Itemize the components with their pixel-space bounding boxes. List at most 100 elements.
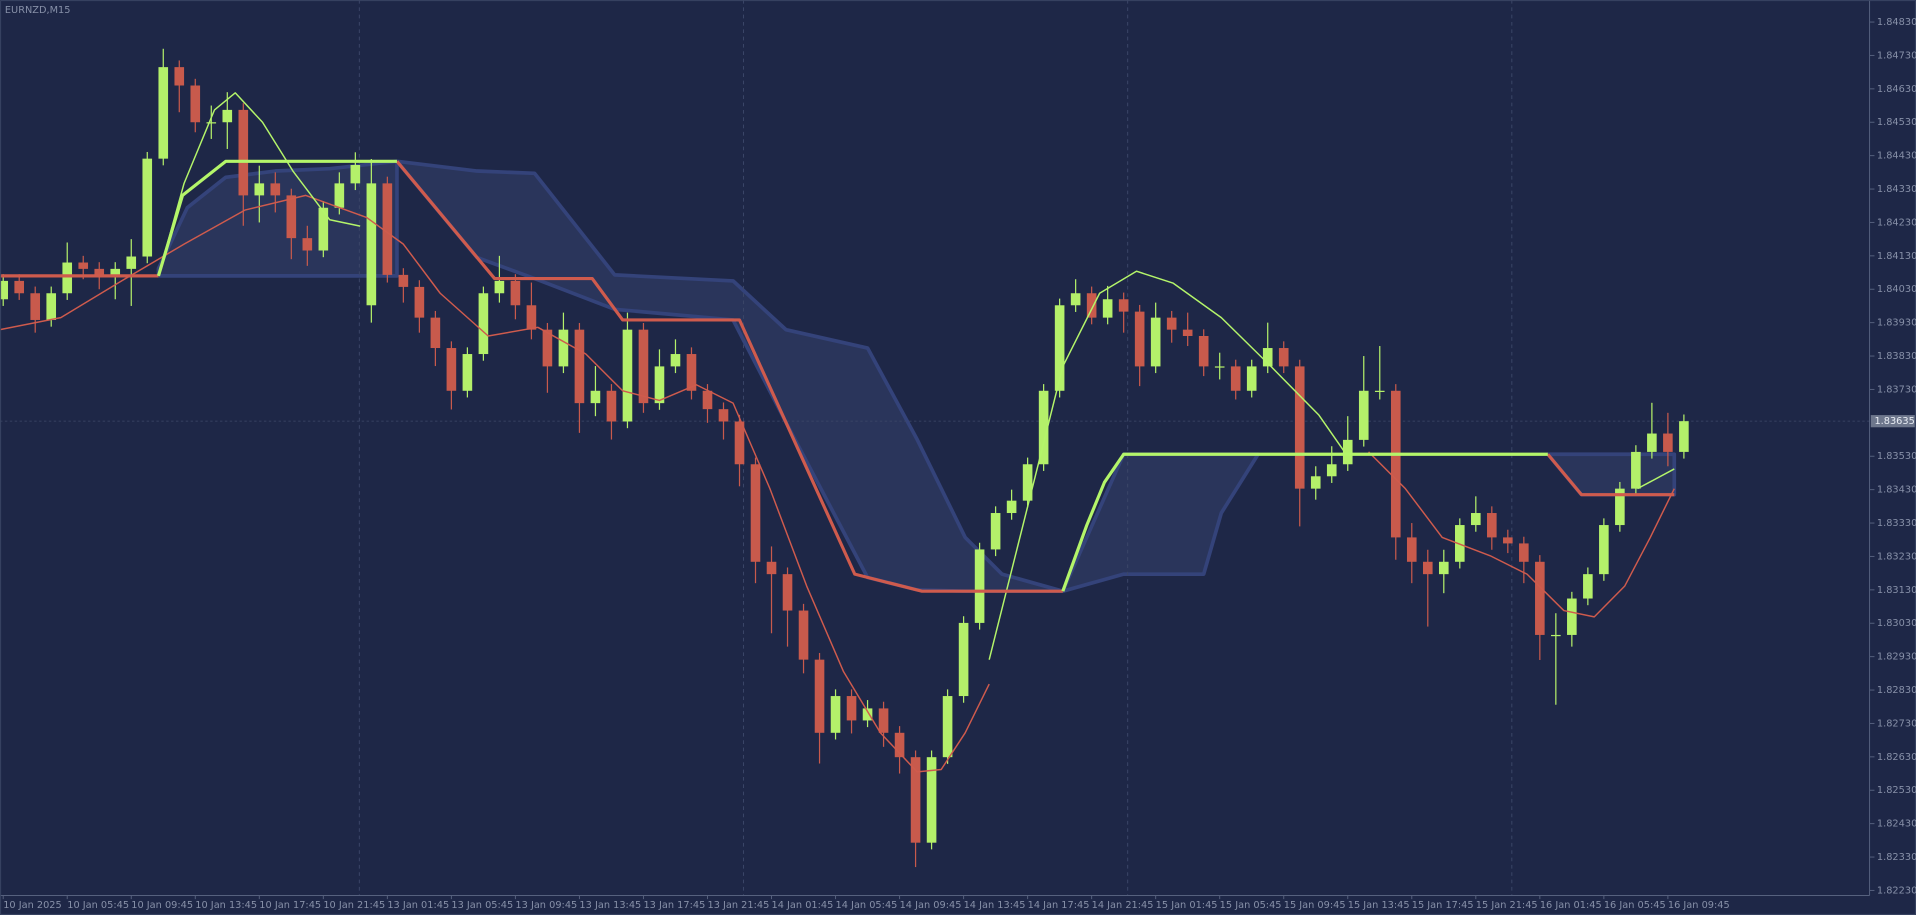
candle-body	[1150, 317, 1161, 367]
candle-body	[1134, 311, 1145, 367]
candle-body	[398, 274, 409, 287]
x-tick-label: 15 Jan 17:45	[1412, 900, 1474, 911]
candle-body	[478, 293, 489, 355]
line-layer	[0, 92, 1675, 773]
candle-body	[1390, 390, 1401, 538]
candle-body	[1663, 433, 1673, 452]
candle-body	[1022, 464, 1033, 501]
candle-body	[1374, 390, 1385, 393]
y-tick-label: 1.84630	[1877, 84, 1916, 95]
candle-body	[1230, 366, 1241, 391]
moving-average	[1637, 468, 1675, 490]
candle-body	[1006, 500, 1017, 514]
x-tick-label: 16 Jan 01:45	[1540, 900, 1602, 911]
candle-body	[62, 262, 73, 294]
y-tick-label: 1.83730	[1877, 384, 1916, 395]
candle-body	[1246, 366, 1257, 391]
candle-body	[1438, 561, 1449, 575]
candle-body	[430, 317, 441, 349]
x-tick-label: 10 Jan 05:45	[67, 900, 129, 911]
y-tick-label: 1.84730	[1877, 50, 1916, 61]
candle-body	[14, 280, 25, 294]
candle-body	[30, 293, 41, 320]
candle-body	[782, 574, 793, 611]
y-tick-label: 1.83130	[1877, 585, 1916, 596]
candle-body	[206, 122, 217, 124]
y-tick-label: 1.82330	[1877, 852, 1916, 863]
band-layer	[156, 159, 1677, 594]
candle-body	[606, 390, 617, 422]
candle-body	[270, 183, 281, 196]
x-tick-label: 10 Jan 21:45	[323, 900, 385, 911]
candle-body	[1487, 513, 1497, 538]
candle-body	[46, 293, 57, 320]
candle-body	[542, 329, 553, 367]
candle-body	[1294, 366, 1305, 489]
candle-body	[174, 67, 185, 86]
moving-average	[0, 194, 990, 773]
y-tick-label: 1.84130	[1877, 251, 1916, 262]
candle-body	[974, 549, 985, 623]
candle-body	[862, 708, 873, 721]
x-tick-label: 13 Jan 17:45	[643, 900, 705, 911]
candle-body	[1599, 525, 1609, 575]
candle-body	[1567, 598, 1577, 635]
candle-body	[158, 67, 169, 159]
candle-body	[638, 329, 649, 404]
candle-body	[446, 348, 457, 391]
candle-body	[1198, 336, 1209, 367]
candle-body	[958, 622, 969, 697]
candle-body	[894, 732, 905, 758]
x-tick-label: 15 Jan 13:45	[1348, 900, 1410, 911]
x-tick-label: 14 Jan 13:45	[964, 900, 1026, 911]
candle-body	[1519, 543, 1529, 562]
y-tick-label: 1.83330	[1877, 518, 1916, 529]
candle-body	[142, 158, 153, 257]
candle-body	[766, 561, 777, 575]
candle-body	[1118, 299, 1129, 312]
candle-body	[846, 696, 857, 721]
y-tick-label: 1.84530	[1877, 117, 1916, 128]
x-tick-label: 14 Jan 17:45	[1028, 900, 1090, 911]
y-tick-label: 1.84330	[1877, 184, 1916, 195]
candle-body	[1278, 348, 1289, 367]
candle-body	[238, 109, 249, 196]
chart-title: EURNZD,M15	[5, 5, 71, 16]
candle-body	[590, 390, 601, 404]
trend-line	[1061, 452, 1548, 592]
candle-body	[798, 610, 809, 660]
candle-body	[750, 464, 761, 562]
candle-body	[110, 268, 121, 275]
candle-body	[1070, 293, 1081, 306]
candle-body	[78, 262, 89, 269]
candle-body	[942, 696, 953, 758]
y-tick-label: 1.82830	[1877, 685, 1916, 696]
candle-body	[990, 513, 1001, 550]
candle-body	[622, 329, 633, 422]
candle-body	[878, 708, 889, 733]
candle-body	[1471, 513, 1481, 526]
candle-body	[1038, 390, 1049, 465]
moving-average	[988, 270, 1346, 660]
last-price-label: 1.83635	[1874, 416, 1914, 427]
candle-body	[254, 183, 265, 196]
x-tick-label: 13 Jan 09:45	[515, 900, 577, 911]
candle-body	[222, 109, 233, 123]
candle-body	[286, 195, 297, 239]
x-tick-label: 14 Jan 21:45	[1092, 900, 1154, 911]
y-tick-label: 1.84830	[1877, 17, 1916, 28]
candle-body	[1102, 299, 1113, 318]
candle-body	[414, 286, 425, 318]
candle-body	[1054, 305, 1065, 391]
candle-body	[1182, 329, 1193, 337]
price-axis-background	[1869, 0, 1916, 915]
trend-line	[156, 159, 397, 277]
y-tick-label: 1.83530	[1877, 451, 1916, 462]
candle-body	[686, 354, 697, 391]
candle-body	[1406, 537, 1417, 562]
candle-body	[830, 696, 841, 733]
x-tick-label: 14 Jan 01:45	[772, 900, 834, 911]
candle-body	[0, 280, 9, 300]
